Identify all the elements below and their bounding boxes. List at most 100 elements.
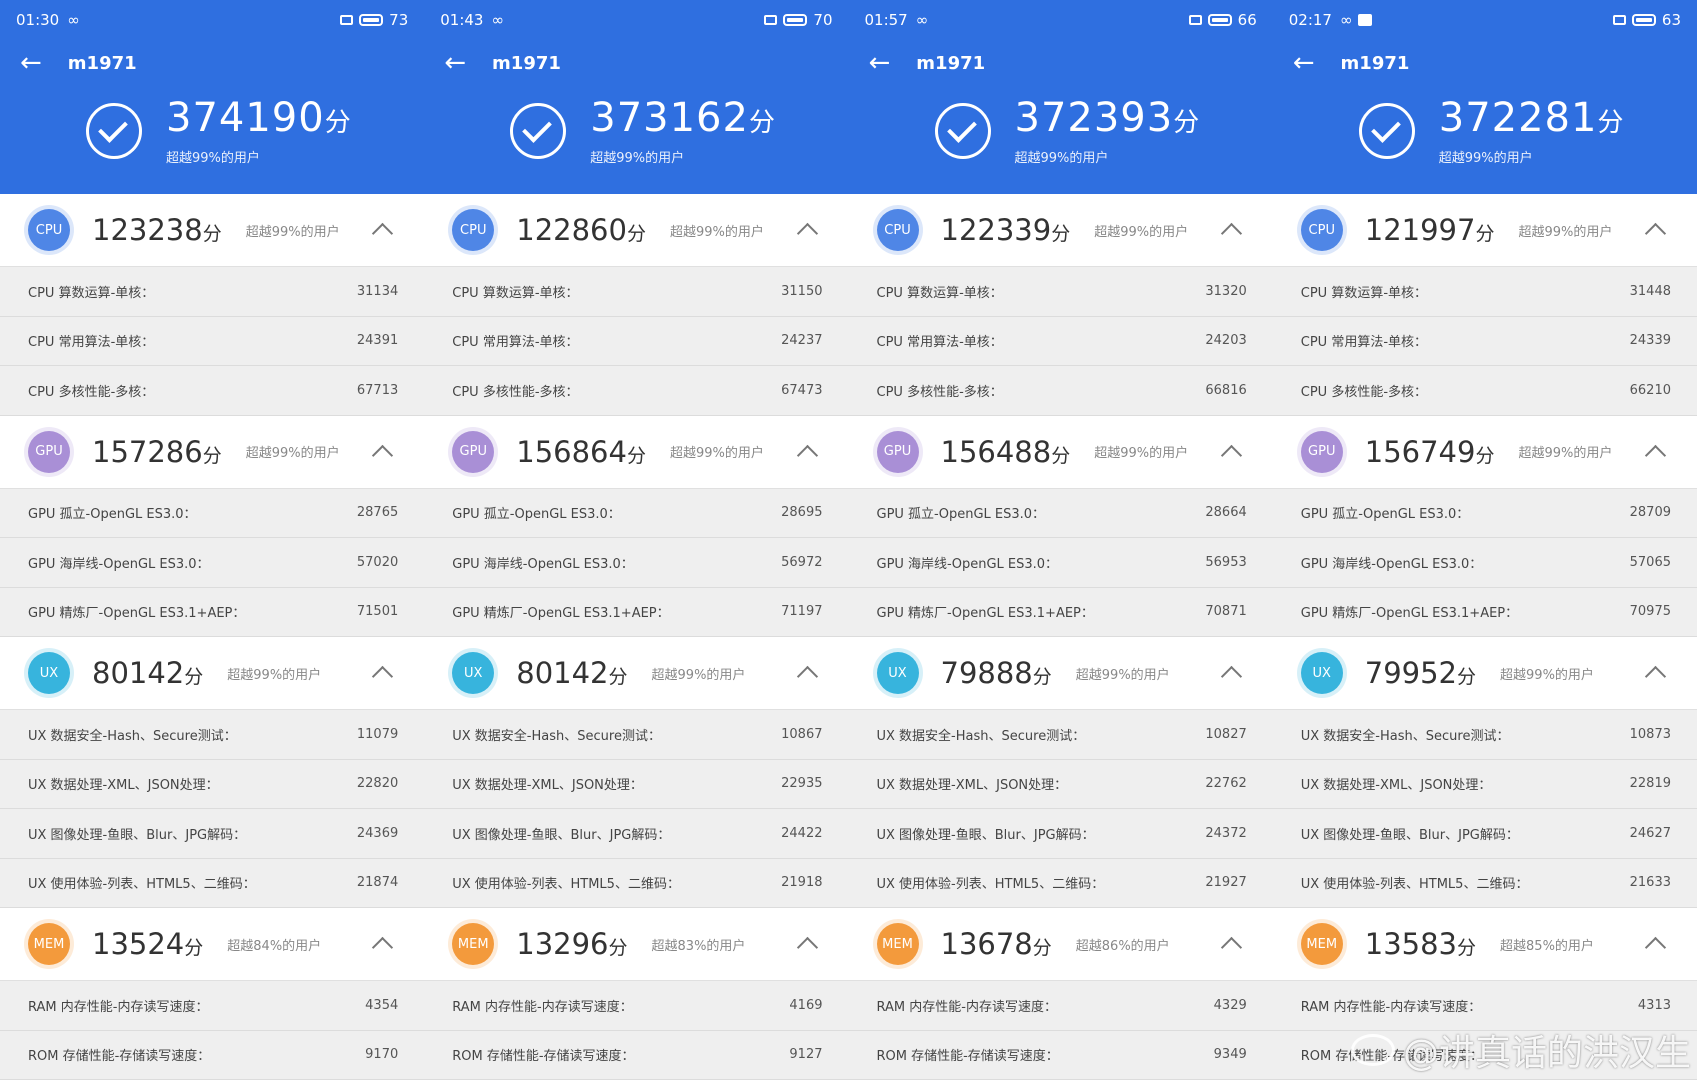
result-label: GPU 海岸线-OpenGL ES3.0： [28, 556, 210, 572]
section-header-cpu[interactable]: CPU 121997分 超越99%的用户 [1272, 194, 1697, 267]
chevron-up-icon[interactable] [1220, 936, 1242, 959]
section-score: 13583分 [1365, 927, 1476, 961]
result-label: UX 使用体验-列表、HTML5、二维码： [452, 877, 680, 893]
section-beat-text: 超越99%的用户 [245, 446, 340, 461]
check-circle-icon [86, 103, 142, 159]
back-arrow-icon[interactable]: ← [444, 48, 467, 78]
result-row: ROM 存储性能-存储读写速度： 9349 [848, 1030, 1273, 1080]
back-arrow-icon[interactable]: ← [20, 48, 42, 78]
result-row: UX 数据安全-Hash、Secure测试： 10867 [424, 710, 849, 760]
check-circle-icon [1358, 103, 1415, 159]
section-header-mem[interactable]: MEM 13296分 超越83%的用户 [424, 908, 849, 981]
section-score: 123238分 [92, 213, 222, 247]
status-bar: 01:57 ∞ 66 [849, 0, 1273, 40]
section-beat-text: 超越86%的用户 [1075, 938, 1170, 954]
result-value: 11079 [356, 726, 399, 742]
result-value: 24627 [1629, 825, 1671, 841]
chevron-up-icon[interactable] [372, 444, 394, 466]
back-arrow-icon[interactable]: ← [868, 48, 891, 78]
result-value: 24422 [781, 825, 823, 841]
chevron-up-icon[interactable] [372, 665, 394, 688]
result-value: 9349 [1213, 1047, 1247, 1063]
section-header-mem[interactable]: MEM 13583分 超越85%的用户 [1272, 908, 1697, 981]
result-row: GPU 精炼厂-OpenGL ES3.1+AEP： 70871 [848, 587, 1273, 637]
result-value: 22935 [781, 776, 823, 792]
battery-icon [783, 14, 808, 26]
section-header-gpu[interactable]: GPU 156749分 超越99%的用户 [1272, 415, 1697, 489]
device-name: m1971 [1340, 52, 1410, 74]
section-score-value: 13583 [1364, 927, 1458, 961]
section-header-ux[interactable]: UX 80142分 超越99%的用户 [0, 637, 425, 710]
result-label: CPU 常用算法-单核： [452, 335, 579, 351]
cpu-badge: CPU [452, 209, 495, 251]
section-header-cpu[interactable]: CPU 122860分 超越99%的用户 [424, 194, 849, 267]
result-value: 24369 [356, 825, 399, 841]
result-row: GPU 海岸线-OpenGL ES3.0： 56972 [424, 538, 849, 588]
section-header-gpu[interactable]: GPU 157286分 超越99%的用户 [0, 415, 425, 489]
check-circle-icon [934, 103, 991, 159]
section-header-ux[interactable]: UX 79888分 超越99%的用户 [848, 637, 1273, 710]
chevron-up-icon[interactable] [1220, 444, 1242, 466]
total-beat-text: 超越99%的用户 [166, 151, 260, 166]
chevron-up-icon[interactable] [796, 222, 818, 245]
chevron-up-icon[interactable] [1644, 936, 1667, 959]
gpu-badge: GPU [876, 430, 919, 473]
result-row: UX 数据安全-Hash、Secure测试： 10873 [1272, 710, 1697, 760]
result-label: UX 图像处理-鱼眼、Blur、JPG解码： [876, 827, 1095, 843]
result-label: GPU 精炼厂-OpenGL ES3.1+AEP： [452, 606, 670, 622]
sim-icon [340, 15, 354, 25]
battery-icon [1631, 14, 1656, 26]
result-row: GPU 孤立-OpenGL ES3.0： 28664 [848, 488, 1273, 538]
result-value: 22819 [1629, 776, 1671, 792]
result-label: ROM 存储性能-存储读写速度： [28, 1049, 211, 1065]
section-header-ux[interactable]: UX 79952分 超越99%的用户 [1272, 637, 1697, 710]
section-header-ux[interactable]: UX 80142分 超越99%的用户 [424, 637, 849, 710]
weibo-watermark: @讲真话的洪汉生 [1350, 1022, 1691, 1078]
photo-icon [1358, 14, 1373, 26]
back-arrow-icon[interactable]: ← [1292, 48, 1315, 78]
section-beat-text: 超越99%的用户 [1094, 446, 1189, 461]
score-unit: 分 [1457, 937, 1477, 959]
chevron-up-icon[interactable] [1644, 444, 1667, 466]
chevron-up-icon[interactable] [372, 222, 394, 245]
battery-level: 70 [813, 11, 833, 29]
result-label: GPU 孤立-OpenGL ES3.0： [876, 507, 1046, 523]
chevron-up-icon[interactable] [796, 936, 818, 959]
device-name: m1971 [492, 52, 561, 74]
chevron-up-icon[interactable] [796, 665, 818, 688]
result-row: UX 使用体验-列表、HTML5、二维码： 21927 [848, 858, 1273, 908]
sim-icon [1612, 15, 1626, 25]
status-bar: 01:30 ∞ 73 [0, 0, 424, 40]
result-label: GPU 精炼厂-OpenGL ES3.1+AEP： [876, 606, 1094, 622]
section-beat-text: 超越84%的用户 [227, 938, 322, 954]
chevron-up-icon[interactable] [1220, 665, 1242, 688]
chevron-up-icon[interactable] [796, 444, 818, 466]
total-score-block: 372281分 超越99%的用户 [1358, 96, 1625, 166]
result-value: 21633 [1629, 875, 1671, 891]
section-score: 79888分 [941, 656, 1052, 690]
score-unit: 分 [1597, 108, 1625, 138]
result-value: 66210 [1629, 382, 1671, 398]
total-beat-text: 超越99%的用户 [1014, 151, 1109, 166]
section-header-cpu[interactable]: CPU 122339分 超越99%的用户 [848, 194, 1273, 267]
section-header-cpu[interactable]: CPU 123238分 超越99%的用户 [0, 194, 425, 267]
total-text: 372393分 超越99%的用户 [1015, 96, 1201, 166]
result-value: 56972 [781, 554, 823, 570]
mem-badge: MEM [876, 923, 919, 965]
result-label: CPU 多核性能-多核： [452, 384, 579, 400]
section-score: 79952分 [1365, 656, 1476, 690]
section-header-gpu[interactable]: GPU 156488分 超越99%的用户 [848, 415, 1273, 489]
chevron-up-icon[interactable] [1644, 665, 1667, 688]
status-time: 01:57 [864, 11, 908, 29]
chevron-up-icon[interactable] [372, 936, 394, 959]
result-label: RAM 内存性能-内存读写速度： [876, 999, 1057, 1015]
total-score-value: 373162 [590, 95, 749, 141]
chevron-up-icon[interactable] [1220, 222, 1242, 245]
section-header-mem[interactable]: MEM 13524分 超越84%的用户 [0, 908, 425, 981]
section-header-mem[interactable]: MEM 13678分 超越86%的用户 [848, 908, 1273, 981]
section-header-gpu[interactable]: GPU 156864分 超越99%的用户 [424, 415, 849, 489]
result-label: UX 数据安全-Hash、Secure测试： [1300, 728, 1510, 744]
result-value: 24372 [1205, 825, 1247, 841]
chevron-up-icon[interactable] [1644, 222, 1667, 245]
score-unit: 分 [626, 223, 646, 245]
